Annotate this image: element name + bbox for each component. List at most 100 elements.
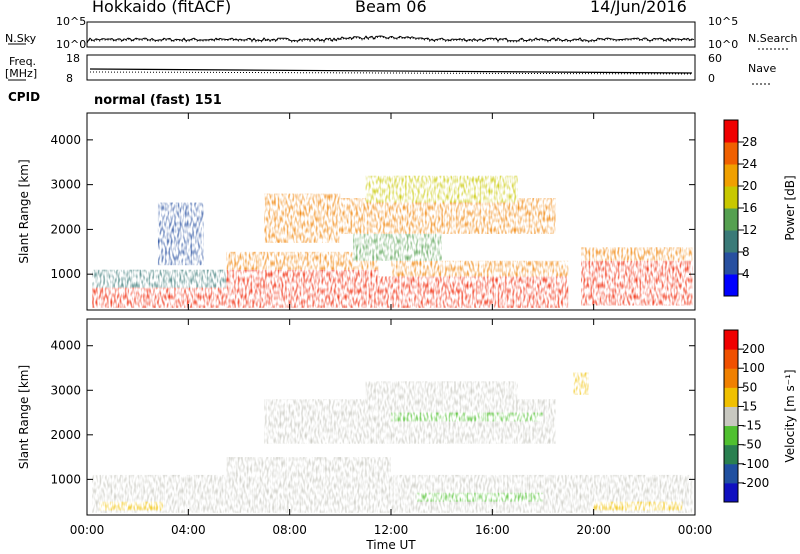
velocity-echo xyxy=(573,372,589,395)
nave-label: Nave xyxy=(748,62,777,75)
power-echo xyxy=(92,269,227,288)
velocity-colorbar-tick-label: -100 xyxy=(742,457,769,471)
velocity-echo xyxy=(416,492,543,502)
velocity-colorbar-tick-label: 15 xyxy=(742,399,757,413)
velocity-colorbar-tick-label: -50 xyxy=(742,438,762,452)
power-colorbar-tick-label: 8 xyxy=(742,245,750,259)
power-blobs xyxy=(92,175,693,308)
power-echo xyxy=(391,260,569,277)
power-colorbar-swatch xyxy=(724,164,738,187)
date-title: 14/Jun/2016 xyxy=(590,0,687,16)
velocity-blobs xyxy=(92,372,693,513)
nsky-label: N.Sky xyxy=(5,32,37,45)
y-tick-label: 3000 xyxy=(50,178,81,192)
velocity-colorbar-swatch xyxy=(724,482,738,503)
power-colorbar-tick-label: 16 xyxy=(742,201,757,215)
power-colorbar-swatch xyxy=(724,230,738,253)
velocity-colorbar-swatch xyxy=(724,406,738,427)
cpid-text: normal (fast) 151 xyxy=(94,93,222,108)
velocity-echo xyxy=(593,501,683,511)
freq-panel-frame xyxy=(86,54,696,81)
cpid-label: CPID xyxy=(8,90,41,104)
power-colorbar-swatch xyxy=(724,274,738,297)
y-axis-label: Slant Range [km] xyxy=(17,159,31,263)
x-tick-label: 04:00 xyxy=(171,523,206,537)
velocity-colorbar-tick-label: 200 xyxy=(742,342,765,356)
x-tick-label: 20:00 xyxy=(576,523,611,537)
x-tick-label: 00:00 xyxy=(70,523,105,537)
beam-title: Beam 06 xyxy=(355,0,427,16)
power-echo xyxy=(365,175,518,203)
power-echo xyxy=(340,198,556,234)
velocity-colorbar-swatch xyxy=(724,387,738,407)
power-echo xyxy=(264,193,341,243)
velocity-colorbar-swatch xyxy=(724,444,738,465)
power-echo xyxy=(378,276,569,308)
freq-label: Freq. xyxy=(9,55,37,68)
y-tick-label: 2000 xyxy=(50,428,81,442)
nave-tick-bottom: 0 xyxy=(708,72,715,85)
power-colorbar-label: Power [dB] xyxy=(783,175,797,240)
power-colorbar-swatch xyxy=(724,142,738,165)
power-colorbar-swatch xyxy=(724,186,738,209)
power-colorbar-swatch xyxy=(724,120,738,143)
nave-tick-top: 60 xyxy=(708,52,722,65)
axes-layer: 1000 2000 3000 4000 Slant Range [km] 1000 2000… xyxy=(17,113,712,552)
x-tick-label: 00:00 xyxy=(678,523,713,537)
station-title: Hokkaido (fitACF) xyxy=(92,0,232,16)
x-tick-label: 08:00 xyxy=(272,523,307,537)
power-echo xyxy=(353,233,442,261)
power-echo xyxy=(226,269,379,308)
power-colorbar-swatch xyxy=(724,208,738,231)
velocity-colorbar-tick-label: 50 xyxy=(742,380,757,394)
noise-trace xyxy=(86,35,695,44)
power-colorbar-tick-label: 4 xyxy=(742,267,750,281)
power-data-layer xyxy=(92,175,693,308)
x-tick-label: 16:00 xyxy=(475,523,510,537)
y-tick-label: 4000 xyxy=(50,339,81,353)
noise-tick-right-top: 10^5 xyxy=(708,15,739,28)
y-tick-label: 1000 xyxy=(50,267,81,281)
power-echo xyxy=(226,251,379,270)
y-tick-label: 4000 xyxy=(50,133,81,147)
power-echo xyxy=(581,247,693,261)
velocity-echo xyxy=(226,457,391,475)
freq-trace xyxy=(89,68,693,74)
freq-tick-bottom: 8 xyxy=(66,72,73,85)
freq-tick-top: 18 xyxy=(66,52,80,65)
velocity-echo xyxy=(92,474,693,513)
velocity-colorbar-tick-label: -200 xyxy=(742,476,769,490)
velocity-colorbar-swatch xyxy=(724,425,738,446)
velocity-colorbar-swatch xyxy=(724,463,738,484)
power-colorbar-tick-label: 12 xyxy=(742,223,757,237)
velocity-echo xyxy=(99,501,163,511)
noise-panel-frame xyxy=(86,21,696,48)
y-tick-label: 1000 xyxy=(50,472,81,486)
x-tick-label: 12:00 xyxy=(374,523,409,537)
y-tick-label: 2000 xyxy=(50,222,81,236)
velocity-echo xyxy=(365,381,518,409)
x-axis-label: Time UT xyxy=(365,538,416,552)
power-colorbar-tick-label: 20 xyxy=(742,179,757,193)
velocity-colorbar-tick-label: 100 xyxy=(742,361,765,375)
velocity-colorbar-swatch xyxy=(724,330,738,350)
power-echo xyxy=(581,260,693,306)
velocity-colorbar-tick-label: -15 xyxy=(742,419,762,433)
nsearch-label: N.Search xyxy=(748,32,798,45)
velocity-data-layer xyxy=(92,372,693,513)
velocity-colorbar-label: Velocity [m s⁻¹] xyxy=(783,369,797,462)
power-echo xyxy=(157,202,204,266)
power-colorbar-tick-label: 24 xyxy=(742,157,757,171)
noise-tick-right-bottom: 10^0 xyxy=(708,38,739,51)
velocity-colorbar-swatch xyxy=(724,349,738,369)
velocity-echo xyxy=(391,412,543,422)
velocity-colorbar-frame xyxy=(723,329,739,503)
y-tick-label: 3000 xyxy=(50,383,81,397)
nave-trace xyxy=(89,71,693,75)
power-colorbar-tick-label: 28 xyxy=(742,135,757,149)
y-axis-label: Slant Range [km] xyxy=(17,365,31,469)
freq-unit-label: [MHz] xyxy=(5,67,38,80)
colorbars-layer: 4 8 12 16 20 24 28 Power [dB] 200 100 50 15 -15 -50 -1… xyxy=(723,119,797,503)
